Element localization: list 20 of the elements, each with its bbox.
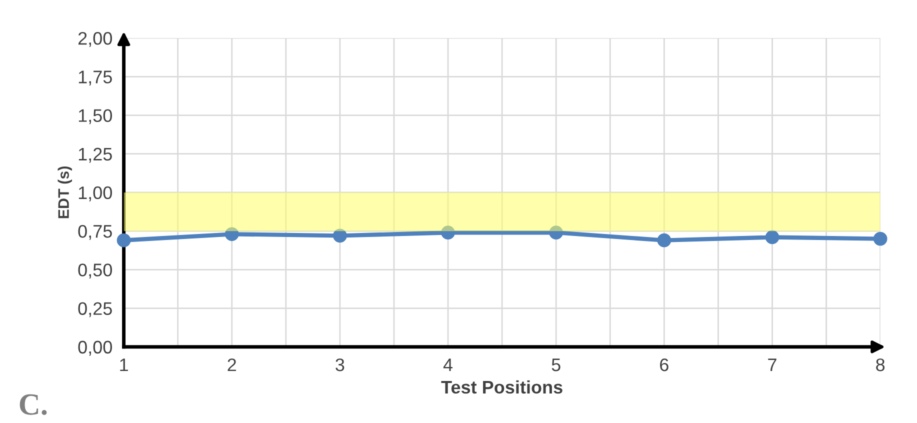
y-tick-label: 0,25	[78, 302, 112, 318]
y-tick-label: 1,25	[78, 148, 112, 163]
x-tick-label: 6	[660, 358, 668, 372]
x-tick-label: 1	[120, 358, 128, 372]
y-tick-label: 1,50	[78, 109, 112, 124]
x-tick-label: 7	[768, 358, 776, 372]
x-axis-title: Test Positions	[441, 380, 562, 394]
x-tick-label: 4	[443, 358, 453, 372]
x-tick-label: 5	[552, 358, 560, 372]
y-tick-label: 0,00	[78, 340, 112, 356]
x-tick-label: 3	[336, 358, 344, 372]
text: C.	[20, 394, 47, 415]
x-tick-label: 2	[228, 358, 236, 372]
y-tick-label: 2,00	[78, 32, 112, 47]
x-tick-label: 8	[876, 358, 885, 372]
y-tick-label: 1,75	[78, 70, 112, 86]
y-tick-label: 1,00	[78, 186, 112, 202]
y-axis-title: EDT (s)	[58, 166, 72, 218]
y-tick-label: 0,75	[78, 225, 112, 240]
y-tick-label: 0,50	[78, 264, 112, 279]
